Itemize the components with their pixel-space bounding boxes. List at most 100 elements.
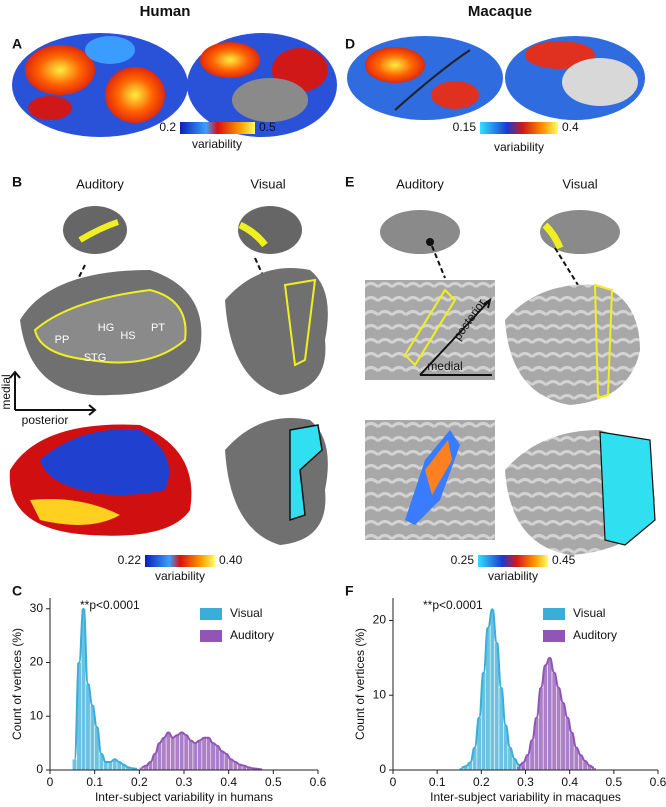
x-tick-label: 0 — [47, 775, 54, 789]
panel-letter: A — [12, 36, 22, 52]
x-tick-label: 0.5 — [605, 775, 622, 789]
colorbar-label: 0.5 — [259, 120, 276, 134]
histogram-bar — [161, 737, 167, 771]
orientation-arrows — [9, 370, 97, 416]
colorbar-label: 0.25 — [451, 553, 475, 567]
histogram-bar — [201, 737, 207, 771]
y-tick-label: 30 — [30, 601, 44, 615]
colorbar-label: 0.4 — [562, 120, 579, 134]
y-tick-label: 10 — [373, 687, 387, 701]
panel-letter: B — [12, 174, 22, 190]
y-tick-label: 20 — [373, 613, 387, 627]
histogram-bar — [107, 761, 113, 771]
column-title: Visual — [562, 176, 597, 191]
x-axis-label: Inter-subject variability in macaques — [430, 790, 621, 804]
y-tick-label: 20 — [30, 655, 44, 669]
legend-swatch — [200, 608, 222, 620]
histogram-bar — [192, 742, 198, 771]
axis-label: posterior — [22, 413, 69, 427]
x-tick-label: 0.5 — [265, 775, 282, 789]
x-tick-label: 0.3 — [176, 775, 193, 789]
histogram-bar — [542, 665, 548, 771]
colorbar-label: 0.45 — [552, 553, 576, 567]
colorbar — [480, 122, 558, 134]
histogram-bar — [197, 740, 203, 771]
panel-letter: E — [345, 174, 354, 190]
panel-letter: C — [12, 583, 22, 599]
legend-label: Visual — [573, 606, 605, 620]
y-tick-label: 10 — [30, 708, 44, 722]
annotation: **p<0.0001 — [80, 598, 140, 612]
histogram-bar — [219, 750, 225, 771]
histogram-bar — [174, 734, 180, 771]
region-label: STG — [84, 352, 107, 364]
region-label: HG — [98, 322, 115, 334]
column-title: Auditory — [76, 176, 124, 191]
brain-image — [12, 33, 337, 137]
legend-swatch — [543, 608, 565, 620]
x-tick-label: 0.3 — [517, 775, 534, 789]
legend-label: Auditory — [230, 628, 274, 642]
colorbar-label: 0.15 — [453, 120, 477, 134]
brain-image — [9, 206, 328, 545]
density-line — [141, 731, 263, 771]
colorbar-title: variability — [155, 569, 205, 583]
density-line — [518, 656, 595, 769]
y-tick-label: 0 — [36, 762, 43, 776]
region-label: PP — [55, 334, 70, 346]
axis-label: medial — [0, 374, 13, 409]
x-tick-label: 0.4 — [220, 775, 237, 789]
colorbar-label: 0.22 — [118, 553, 142, 567]
panel-letter: D — [345, 36, 355, 52]
colorbar-label: 0.40 — [219, 553, 243, 567]
histogram-bar — [170, 737, 176, 771]
x-axis-label: Inter-subject variability in humans — [95, 790, 273, 804]
histogram-bar — [210, 742, 216, 771]
histogram-bar — [183, 734, 189, 771]
colorbar-title: variability — [494, 140, 544, 154]
legend-swatch — [543, 630, 565, 642]
density-line — [73, 607, 138, 770]
y-tick-label: 0 — [379, 762, 386, 776]
colorbar-label: 0.2 — [159, 120, 176, 134]
colorbar — [180, 122, 255, 134]
x-tick-label: 0.1 — [429, 775, 446, 789]
column-title: Auditory — [396, 176, 444, 191]
histogram-bar — [556, 687, 562, 771]
annotation: **p<0.0001 — [423, 598, 483, 612]
x-tick-label: 0.2 — [473, 775, 490, 789]
histogram-bar — [165, 732, 171, 771]
legend-label: Auditory — [573, 628, 617, 642]
histogram-bar — [188, 740, 194, 771]
region-label: PT — [151, 322, 165, 334]
brain-image — [365, 210, 656, 555]
histogram-bar — [179, 732, 185, 771]
histogram-bar — [206, 737, 212, 771]
colorbar — [478, 555, 548, 567]
legend-swatch — [200, 630, 222, 642]
x-tick-label: 0.4 — [561, 775, 578, 789]
colorbar — [145, 555, 215, 567]
histogram-bar — [547, 657, 553, 771]
column-title: Visual — [250, 176, 285, 191]
y-axis-label: Count of vertices (%) — [353, 628, 367, 740]
header: Human — [140, 3, 191, 20]
histogram-bar — [560, 702, 566, 771]
colorbar-title: variability — [488, 569, 538, 583]
x-tick-label: 0 — [390, 775, 397, 789]
x-tick-label: 0.6 — [650, 775, 666, 789]
x-tick-label: 0.1 — [86, 775, 103, 789]
panel-letter: F — [345, 583, 354, 599]
histogram-bar — [551, 672, 557, 771]
axis-label: medial — [427, 359, 462, 373]
legend-label: Visual — [230, 606, 262, 620]
density-line — [461, 608, 524, 769]
histogram-bar — [72, 759, 78, 771]
x-tick-label: 0.6 — [310, 775, 327, 789]
brain-image — [347, 36, 645, 120]
x-tick-label: 0.2 — [131, 775, 148, 789]
colorbar-title: variability — [192, 137, 242, 151]
region-label: HS — [120, 330, 135, 342]
header: Macaque — [468, 3, 532, 20]
